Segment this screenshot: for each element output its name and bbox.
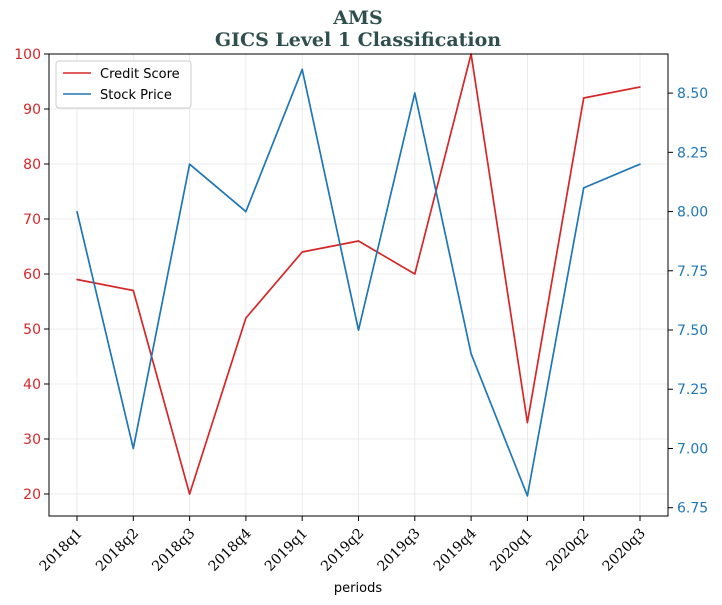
left-tick-label-7: 90 <box>23 102 41 118</box>
right-tick-label-4: 7.75 <box>677 264 708 280</box>
data-point-credit-score-8 <box>526 421 529 424</box>
right-tick-label-1: 7.00 <box>677 441 708 457</box>
x-tick-label-10: 2020q3 <box>600 526 649 575</box>
data-point-stock-price-8 <box>526 495 529 497</box>
data-point-credit-score-4 <box>301 251 304 253</box>
x-tick-label-8: 2020q1 <box>487 526 536 575</box>
data-point-credit-score-5 <box>357 240 360 242</box>
series-lines <box>76 53 641 497</box>
data-point-stock-price-5 <box>357 329 360 331</box>
data-point-stock-price-1 <box>132 447 135 450</box>
left-tick-label-4: 60 <box>23 267 41 283</box>
data-point-credit-score-6 <box>414 273 416 275</box>
chart-title: AMS <box>332 7 383 29</box>
data-point-credit-score-0 <box>76 278 78 281</box>
x-axis: 2018q1 2018q2 2018q3 2018q4 2019q1 2019q2 2019… <box>37 516 649 575</box>
right-tick-label-5: 8.00 <box>677 205 708 221</box>
data-point-credit-score-3 <box>245 317 247 319</box>
data-point-stock-price-3 <box>245 210 247 213</box>
legend-label-credit-score: Credit Score <box>100 67 180 82</box>
data-point-credit-score-10 <box>639 86 641 88</box>
data-point-stock-price-10 <box>639 163 641 165</box>
data-point-stock-price-6 <box>414 92 416 94</box>
left-tick-label-3: 50 <box>23 322 41 338</box>
x-tick-label-1: 2018q2 <box>93 526 142 575</box>
right-y-axis: 6.75 7.00 7.25 7.50 7.75 8.00 8.25 8.50 <box>668 86 708 517</box>
x-tick-label-0: 2018q1 <box>37 526 86 575</box>
left-tick-label-8: 100 <box>14 47 41 63</box>
data-point-stock-price-9 <box>582 187 585 189</box>
data-point-credit-score-2 <box>188 493 191 495</box>
data-point-stock-price-2 <box>188 163 191 165</box>
right-tick-label-7: 8.50 <box>677 86 708 102</box>
x-tick-label-2: 2018q3 <box>149 526 198 575</box>
data-point-credit-score-1 <box>132 289 135 292</box>
right-tick-label-2: 7.25 <box>677 382 708 398</box>
data-point-stock-price-4 <box>301 68 304 71</box>
left-tick-label-0: 20 <box>23 487 41 503</box>
chart-subtitle: GICS Level 1 Classification <box>215 29 501 51</box>
left-tick-label-5: 70 <box>23 212 41 228</box>
x-tick-label-9: 2020q2 <box>543 526 592 575</box>
right-tick-label-6: 8.25 <box>677 145 708 161</box>
gridlines <box>49 53 668 516</box>
x-tick-label-4: 2019q1 <box>262 526 311 575</box>
right-tick-label-0: 6.75 <box>677 501 708 517</box>
x-axis-label: periods <box>334 581 382 596</box>
x-tick-label-3: 2018q4 <box>206 525 255 574</box>
right-tick-label-3: 7.50 <box>677 323 708 339</box>
x-tick-label-7: 2019q4 <box>431 525 480 574</box>
x-tick-label-6: 2019q3 <box>374 526 423 575</box>
x-tick-label-5: 2019q2 <box>318 526 367 575</box>
data-point-stock-price-7 <box>470 352 472 355</box>
left-tick-label-6: 80 <box>23 157 41 173</box>
data-point-stock-price-0 <box>76 210 78 213</box>
left-tick-label-1: 30 <box>23 432 41 448</box>
left-y-axis: 20 30 40 50 60 70 80 90 100 <box>14 47 49 503</box>
legend: Credit Score Stock Price <box>55 60 192 109</box>
data-point-credit-score-9 <box>582 97 585 99</box>
left-tick-label-2: 40 <box>23 377 41 393</box>
legend-label-stock-price: Stock Price <box>100 88 172 103</box>
